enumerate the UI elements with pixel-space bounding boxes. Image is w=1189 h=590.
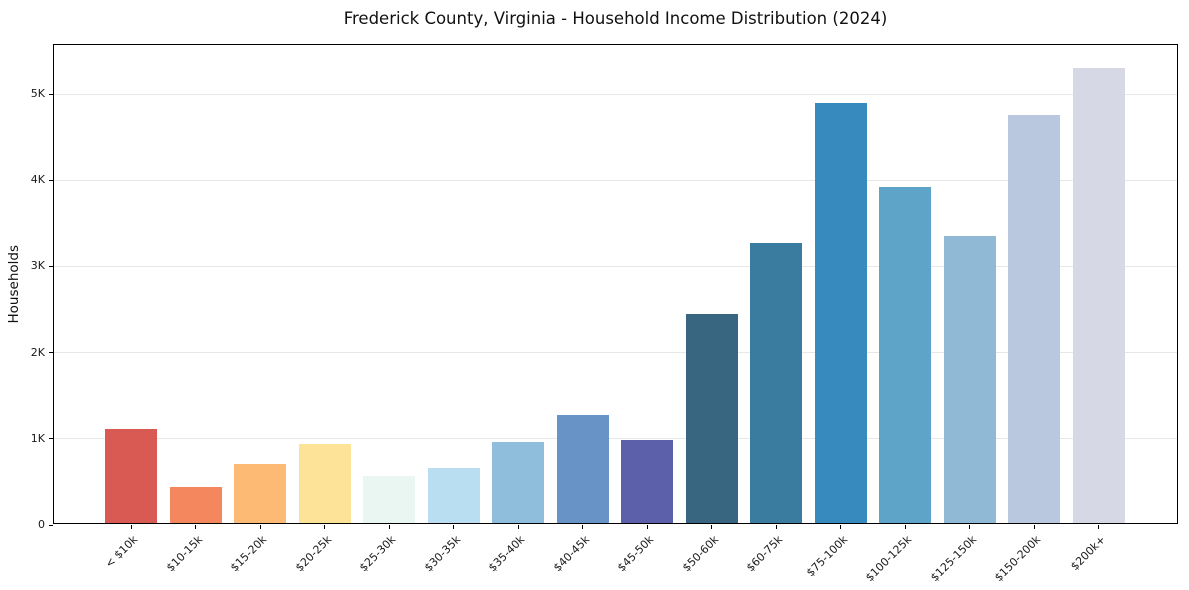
- y-axis-label: Households: [6, 244, 22, 324]
- x-tick-label-< $10k: < $10k: [102, 533, 141, 571]
- bar-$20-25k: [298, 443, 351, 523]
- y-tick-mark-0: [49, 524, 53, 526]
- bar-$30-35k: [427, 467, 480, 523]
- x-tick-mark-< $10k: [130, 525, 132, 529]
- gridline-5K: [54, 93, 1177, 95]
- x-tick-mark-$50-60k: [711, 525, 712, 529]
- x-tick-mark-$15-20k: [259, 525, 261, 529]
- bar-$45-50k: [621, 440, 673, 523]
- x-tick-mark-$200k+: [1098, 525, 1099, 529]
- bar-$35-40k: [492, 442, 544, 523]
- gridline-4K: [54, 179, 1177, 181]
- y-tick-mark-4K: [49, 179, 53, 181]
- y-tick-label-1K: 1K: [30, 431, 45, 445]
- x-tick-mark-$35-40k: [517, 525, 519, 529]
- x-tick-mark-$20-25k: [324, 525, 325, 529]
- bar-$100-125k: [879, 186, 931, 523]
- y-tick-label-4K: 4K: [30, 173, 45, 187]
- x-tick-mark-$25-30k: [388, 525, 390, 529]
- bar-$25-30k: [363, 475, 415, 523]
- x-tick-mark-$40-45k: [582, 525, 583, 529]
- y-tick-mark-5K: [49, 93, 53, 95]
- gridline-3K: [54, 265, 1177, 267]
- y-tick-label-5K: 5K: [30, 87, 45, 101]
- x-tick-mark-$60-75k: [775, 525, 777, 529]
- plot-area: 0 1K 2K 3K 4K 5K < $10k $10-15k $15-20k $20-25k $2…: [31, 44, 1178, 584]
- x-tick-mark-$75-100k: [840, 525, 841, 529]
- bar-$75-100k: [814, 103, 867, 523]
- bar-$150-200k: [1008, 114, 1060, 523]
- bar-$15-20k: [234, 464, 286, 523]
- x-tick-mark-$125-150k: [969, 525, 970, 529]
- gridline-2K: [54, 352, 1177, 354]
- gridline-1K: [54, 438, 1177, 440]
- x-tick-mark-$10-15k: [195, 525, 196, 529]
- x-tick-mark-$45-50k: [646, 525, 648, 529]
- y-tick-label-2K: 2K: [30, 345, 45, 359]
- bar-$50-60k: [685, 313, 738, 523]
- bar-$200k+: [1072, 68, 1125, 523]
- y-tick-mark-3K: [49, 265, 53, 267]
- y-tick-label-0: 0: [38, 518, 45, 531]
- bar-$125-150k: [943, 236, 996, 523]
- bar-$60-75k: [750, 242, 802, 523]
- bar-$10-15k: [169, 486, 222, 523]
- bar-< $10k: [105, 429, 157, 523]
- y-axis-label-box: Households: [6, 44, 22, 524]
- chart-title: Frederick County, Virginia - Household I…: [343, 9, 888, 28]
- y-tick-label-3K: 3K: [30, 259, 45, 273]
- y-tick-mark-1K: [49, 438, 53, 440]
- x-tick-mark-$150-200k: [1033, 525, 1035, 529]
- x-tick-mark-$100-125k: [904, 525, 906, 529]
- bar-$40-45k: [556, 415, 609, 523]
- x-tick-mark-$30-35k: [453, 525, 454, 529]
- y-tick-mark-2K: [49, 352, 53, 354]
